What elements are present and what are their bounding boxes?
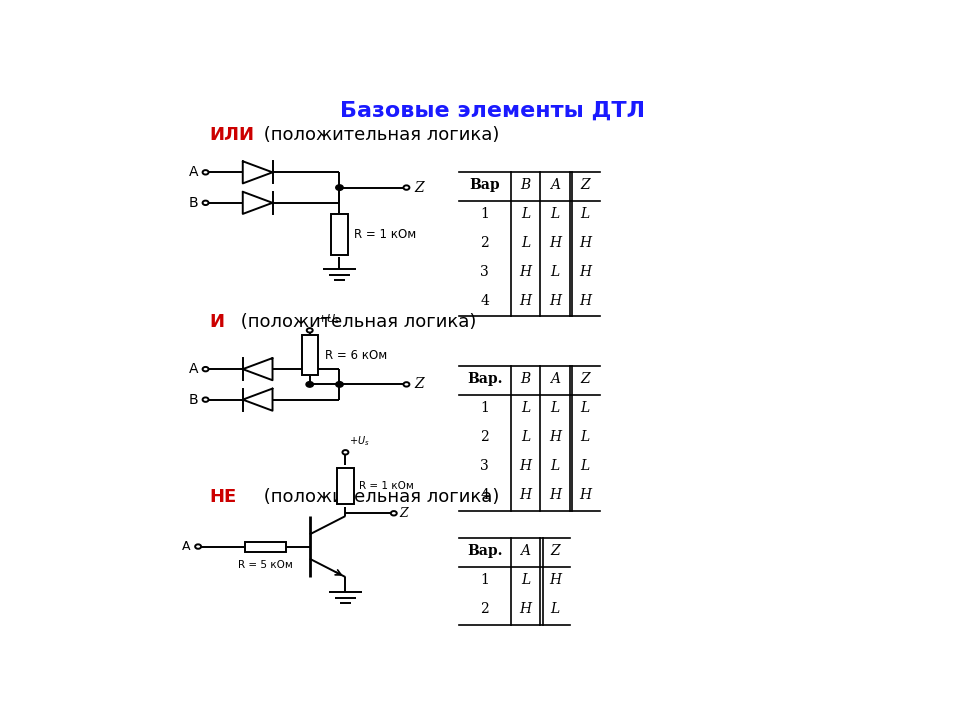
- Text: H: H: [519, 294, 532, 307]
- Text: L: L: [551, 602, 560, 616]
- Text: R = 5 кОм: R = 5 кОм: [238, 560, 293, 570]
- Text: L: L: [551, 459, 560, 473]
- Text: Z: Z: [414, 377, 423, 392]
- Circle shape: [336, 185, 344, 190]
- Circle shape: [307, 328, 313, 333]
- Text: H: H: [519, 265, 532, 279]
- Text: +$U_s$: +$U_s$: [317, 312, 341, 326]
- Text: B: B: [520, 372, 531, 387]
- Text: B: B: [188, 196, 198, 210]
- Text: R = 1 кОм: R = 1 кОм: [354, 228, 417, 241]
- Text: Z: Z: [580, 372, 589, 387]
- Text: 2: 2: [480, 430, 489, 444]
- Text: Z: Z: [580, 179, 589, 192]
- Circle shape: [203, 201, 208, 205]
- Text: Z: Z: [550, 544, 560, 558]
- Circle shape: [195, 544, 201, 549]
- Text: H: H: [519, 602, 532, 616]
- Text: H: H: [579, 487, 591, 502]
- Circle shape: [203, 170, 208, 174]
- Circle shape: [391, 511, 396, 516]
- Circle shape: [203, 367, 208, 372]
- Bar: [331, 214, 348, 256]
- Text: 1: 1: [480, 573, 489, 587]
- Text: (положительная логика): (положительная логика): [235, 313, 477, 331]
- Text: L: L: [551, 265, 560, 279]
- Text: L: L: [521, 401, 530, 415]
- Text: H: H: [579, 294, 591, 307]
- Text: L: L: [521, 207, 530, 221]
- Text: L: L: [521, 236, 530, 250]
- Text: H: H: [549, 487, 562, 502]
- Text: H: H: [549, 430, 562, 444]
- Text: 1: 1: [480, 401, 489, 415]
- Text: Вар.: Вар.: [467, 544, 502, 558]
- Text: A: A: [182, 540, 191, 553]
- Bar: [245, 541, 285, 552]
- Text: ИЛИ: ИЛИ: [209, 126, 254, 144]
- Text: A: A: [520, 544, 531, 558]
- Text: A: A: [188, 166, 198, 179]
- Text: НЕ: НЕ: [209, 487, 236, 505]
- Text: L: L: [521, 573, 530, 587]
- Text: H: H: [549, 294, 562, 307]
- Circle shape: [403, 382, 409, 387]
- Text: A: A: [188, 362, 198, 376]
- Text: A: A: [550, 372, 561, 387]
- Text: A: A: [550, 179, 561, 192]
- Text: 2: 2: [480, 236, 489, 250]
- Text: L: L: [551, 401, 560, 415]
- Text: И: И: [209, 313, 225, 331]
- Circle shape: [203, 397, 208, 402]
- Text: 3: 3: [480, 265, 489, 279]
- Circle shape: [343, 450, 348, 454]
- Text: (положительная логика): (положительная логика): [257, 487, 499, 505]
- Text: R = 6 кОм: R = 6 кОм: [324, 348, 387, 361]
- Text: Z: Z: [414, 181, 423, 194]
- Text: H: H: [519, 459, 532, 473]
- Circle shape: [306, 382, 314, 387]
- Polygon shape: [243, 389, 273, 410]
- Text: Вар.: Вар.: [467, 372, 502, 387]
- Text: L: L: [581, 430, 589, 444]
- Bar: [337, 467, 353, 503]
- Polygon shape: [243, 358, 273, 380]
- Text: B: B: [520, 179, 531, 192]
- Text: 2: 2: [480, 602, 489, 616]
- Text: L: L: [581, 401, 589, 415]
- Text: H: H: [549, 573, 562, 587]
- Text: 3: 3: [480, 459, 489, 473]
- Text: Вар: Вар: [469, 179, 500, 192]
- Bar: [301, 336, 318, 375]
- Text: Z: Z: [399, 507, 408, 520]
- Polygon shape: [243, 161, 273, 184]
- Text: H: H: [579, 236, 591, 250]
- Text: 4: 4: [480, 294, 489, 307]
- Text: 1: 1: [480, 207, 489, 221]
- Text: H: H: [519, 487, 532, 502]
- Text: L: L: [581, 207, 589, 221]
- Circle shape: [336, 382, 344, 387]
- Text: +$U_s$: +$U_s$: [349, 434, 370, 448]
- Text: 4: 4: [480, 487, 489, 502]
- Text: (положительная логика): (положительная логика): [257, 126, 499, 144]
- Text: B: B: [188, 392, 198, 407]
- Text: L: L: [551, 207, 560, 221]
- Circle shape: [403, 185, 409, 190]
- Polygon shape: [243, 192, 273, 214]
- Text: L: L: [581, 459, 589, 473]
- Text: H: H: [579, 265, 591, 279]
- Text: Базовые элементы ДТЛ: Базовые элементы ДТЛ: [340, 100, 644, 120]
- Text: R = 1 кОм: R = 1 кОм: [359, 480, 414, 490]
- Text: H: H: [549, 236, 562, 250]
- Text: L: L: [521, 430, 530, 444]
